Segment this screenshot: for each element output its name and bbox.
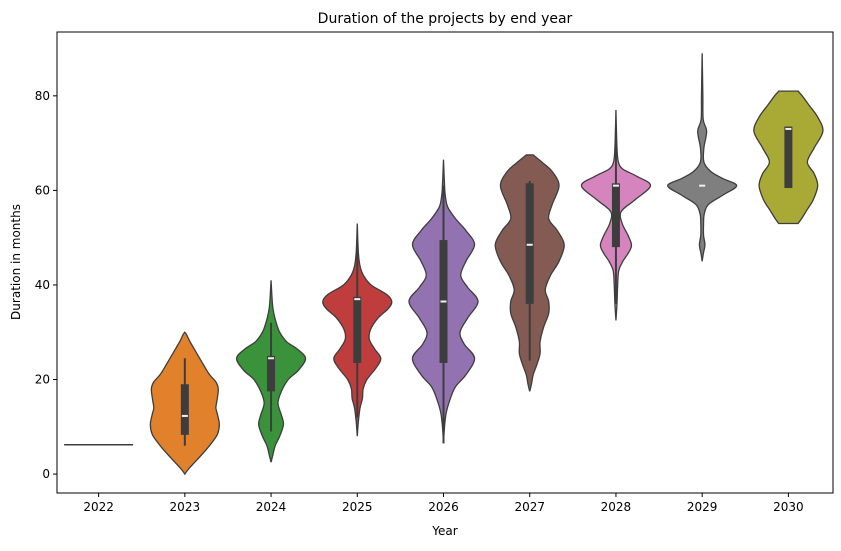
violin-2030 [753,90,824,225]
y-tick-label: 80 [35,89,50,103]
violin-2026 [408,159,479,444]
violin-median-marker [268,357,275,360]
x-tick-label: 2023 [170,500,201,514]
violin-median-marker [526,243,533,246]
violin-iqr-box [525,183,534,304]
violin-2024 [235,280,307,463]
violin-2027 [494,154,565,392]
violin-2028 [580,109,652,321]
x-tick-label: 2029 [687,500,718,514]
y-tick-label: 40 [35,278,50,292]
violin-median-marker [354,298,361,301]
y-axis-label: Duration in months [9,204,23,320]
violin-2029 [667,53,738,262]
violin-median-marker [440,300,447,303]
violin-median-marker [181,414,188,417]
y-tick-label: 60 [35,183,50,197]
x-tick-label: 2022 [83,500,114,514]
violin-iqr-box [353,296,362,363]
x-tick-label: 2024 [256,500,287,514]
plot-frame [56,31,834,494]
x-tick-label: 2026 [428,500,459,514]
x-axis-label: Year [431,524,457,538]
violin-iqr-box [611,183,620,248]
violin-body [667,53,738,262]
violin-iqr-box [267,355,276,392]
violin-2025 [322,223,393,437]
y-tick-label: 20 [35,373,50,387]
violin-iqr-box [180,384,189,435]
violin-iqr-box [784,126,793,189]
x-tick-label: 2028 [601,500,632,514]
x-tick-label: 2027 [514,500,545,514]
y-tick-label: 0 [42,467,50,481]
chart-title: Duration of the projects by end year [318,11,573,27]
x-tick-label: 2030 [773,500,804,514]
violin-median-marker [699,184,706,187]
x-tick-label: 2025 [342,500,373,514]
violin-median-marker [612,184,619,187]
violin-median-marker [785,127,792,130]
violin-2023 [149,331,220,476]
